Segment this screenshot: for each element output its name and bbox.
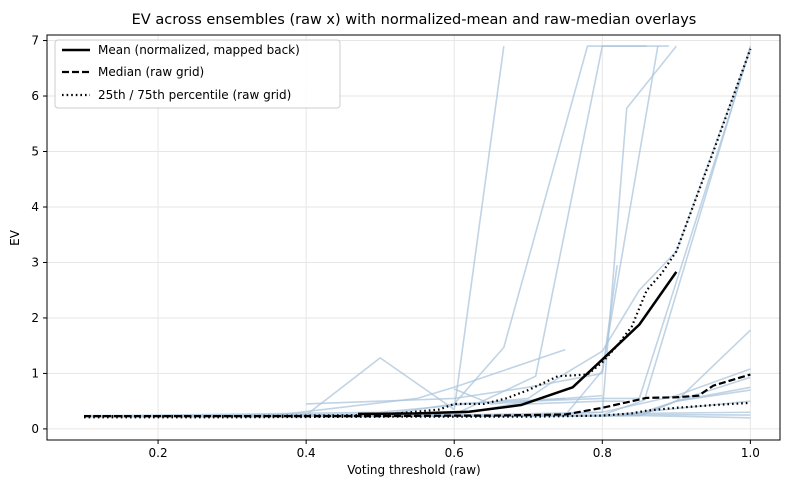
- ensemble-series-line: [84, 48, 752, 417]
- y-tick-label: 7: [31, 34, 39, 48]
- median-series-line: [84, 373, 751, 418]
- ensemble-series-line: [276, 348, 566, 416]
- y-tick-label: 5: [31, 145, 39, 159]
- p75-series-line: [84, 48, 752, 418]
- y-tick-label: 3: [31, 255, 39, 269]
- x-tick-label: 0.2: [149, 446, 168, 460]
- legend-label-median: Median (raw grid): [98, 65, 204, 79]
- legend: Mean (normalized, mapped back) Median (r…: [54, 39, 341, 109]
- chart-title: EV across ensembles (raw x) with normali…: [132, 12, 697, 28]
- grid: [47, 35, 780, 440]
- y-tick-label: 0: [31, 422, 39, 436]
- legend-box: [54, 39, 341, 109]
- ensemble-series-line: [454, 394, 603, 405]
- x-axis-label: Voting threshold (raw): [347, 463, 481, 477]
- y-axis-label: EV: [8, 229, 22, 246]
- legend-label-percentile: 25th / 75th percentile (raw grid): [98, 88, 291, 102]
- mean-series-line: [357, 271, 678, 416]
- x-tick-label: 0.4: [297, 446, 316, 460]
- plot-frame: [46, 34, 781, 441]
- axis-ticks: 0.2 0.4 0.6 0.8 1.0 0 1 2 3 4 5 6 7: [31, 34, 760, 460]
- ensemble-series-line: [84, 400, 625, 418]
- overlay-lines: [84, 48, 752, 419]
- x-tick-label: 0.6: [445, 446, 464, 460]
- y-tick-label: 2: [31, 311, 39, 325]
- y-tick-label: 4: [31, 200, 39, 214]
- y-tick-label: 6: [31, 89, 39, 103]
- legend-label-mean: Mean (normalized, mapped back): [98, 43, 300, 57]
- y-tick-label: 1: [31, 366, 39, 380]
- x-tick-label: 0.8: [593, 446, 612, 460]
- x-tick-label: 1.0: [741, 446, 760, 460]
